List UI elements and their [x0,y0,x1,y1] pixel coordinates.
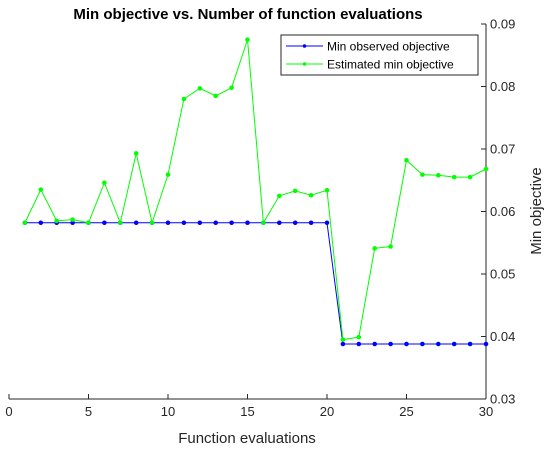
x-tick-label: 5 [85,404,92,419]
x-tick-label: 30 [479,404,493,419]
data-point [245,220,250,226]
data-point [451,341,457,347]
data-point [340,337,346,342]
data-point [70,217,75,222]
data-point [229,85,234,91]
y-tick-label: 0.03 [490,392,515,407]
series-layer [22,37,489,347]
series-line [24,39,487,341]
data-point [181,220,187,226]
data-point [356,341,362,347]
data-point [149,220,155,226]
x-tick-label: 0 [5,404,12,419]
data-point [229,220,234,226]
data-point [372,246,378,251]
legend-box [280,34,479,76]
data-point [404,341,409,347]
data-point [340,341,346,347]
y-tick-label: 0.08 [490,79,515,94]
data-point [388,341,393,347]
y-tick-label: 0.05 [490,267,515,282]
data-point [436,341,441,347]
chart-title: Min objective vs. Number of function eva… [73,6,422,23]
data-point [261,220,266,226]
data-point [197,220,203,226]
data-point [324,187,330,193]
x-tick-label: 15 [240,404,254,419]
data-point [388,244,393,249]
data-point [277,220,282,226]
data-point [308,220,314,226]
data-point [133,220,139,226]
legend-swatch-marker [302,62,307,66]
x-tick-label: 10 [161,404,175,419]
data-point [372,341,378,347]
data-point [308,192,314,198]
data-point [54,218,60,224]
y-tick-label: 0.06 [490,204,515,219]
y-tick-label: 0.04 [490,329,515,344]
data-point [277,193,282,199]
data-point [165,220,171,226]
data-point [102,180,107,186]
legend-swatch-marker [302,44,307,48]
data-point [483,341,489,347]
legend-entry-label: Min observed objective [327,40,450,54]
data-point [133,151,139,156]
data-point [356,334,362,340]
y-tick-label: 0.09 [490,17,515,32]
data-point [118,220,123,226]
data-point [181,96,187,102]
data-point [213,93,218,99]
y-tick-label: 0.07 [490,142,515,157]
data-point [292,220,298,226]
ticks: 0 5 10 15 20 25 300.03 0.04 0.05 0.06 0.07 0.08 0.09 [5,17,515,420]
data-point [165,172,171,177]
x-axis-label: Function evaluations [178,430,316,447]
data-point [86,220,91,226]
data-point [467,341,473,347]
data-point [22,220,28,226]
data-point [467,174,473,180]
data-point [436,172,441,178]
legend: Min observed objective Estimated min obje… [280,34,479,76]
data-point [404,157,409,163]
plot-area [9,24,486,399]
series-estimated-min-objective [22,37,489,342]
y-axis-label: Min objective [528,167,545,255]
legend-entry-label: Estimated min objective [327,58,454,72]
data-point [38,220,44,226]
data-point [197,86,203,91]
data-point [245,37,250,42]
data-point [420,172,425,177]
series-line [24,222,486,345]
x-tick-label: 25 [399,404,413,419]
x-tick-label: 20 [320,404,334,419]
data-point [451,174,457,180]
data-point [292,188,298,194]
data-point [420,341,425,347]
data-point [102,220,107,226]
data-point [213,220,218,226]
data-point [483,166,489,172]
data-point [324,220,330,226]
data-point [38,187,44,192]
